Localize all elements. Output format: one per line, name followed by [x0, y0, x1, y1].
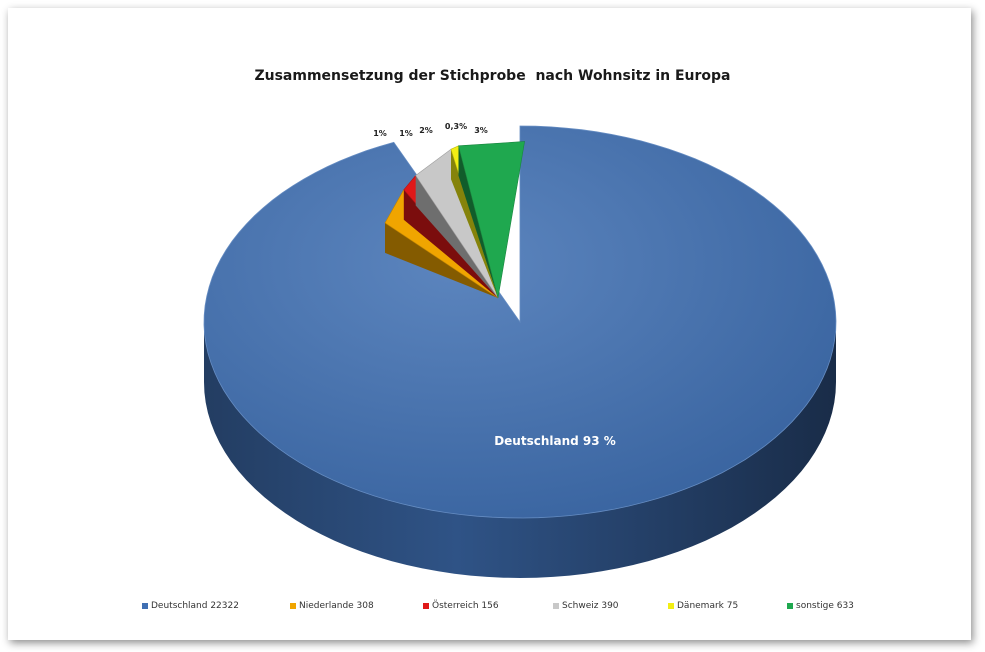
legend-swatch: [668, 603, 674, 609]
legend-item-niederlande: Niederlande 308: [290, 599, 374, 613]
legend-item-sonstige: sonstige 633: [787, 599, 854, 613]
legend-swatch: [142, 603, 148, 609]
legend-swatch: [553, 603, 559, 609]
legend-label: Schweiz 390: [562, 601, 619, 611]
legend-swatch: [290, 603, 296, 609]
legend-item-österreich: Österreich 156: [423, 599, 499, 613]
data-label-niederlande: 1%: [373, 129, 387, 138]
pie-slice-side-deutschland: [204, 322, 836, 578]
data-label-deutschland: Deutschland 93 %: [494, 434, 616, 448]
legend-label: Niederlande 308: [299, 601, 374, 611]
chart-title: Zusammensetzung der Stichprobe nach Wohn…: [254, 68, 731, 84]
legend-item-schweiz: Schweiz 390: [553, 599, 619, 613]
data-label-schweiz: 2%: [419, 126, 433, 135]
data-label-österreich: 1%: [399, 129, 413, 138]
pie-slice-sonstige: [458, 141, 525, 299]
legend-label: Österreich 156: [432, 601, 499, 611]
legend-label: Dänemark 75: [677, 601, 739, 611]
legend-label: Deutschland 22322: [151, 601, 239, 611]
legend-swatch: [423, 603, 429, 609]
legend-swatch: [787, 603, 793, 609]
legend-label: sonstige 633: [796, 601, 854, 611]
legend-item-deutschland: Deutschland 22322: [142, 599, 239, 613]
data-label-dänemark: 0,3%: [445, 122, 467, 131]
data-label-sonstige: 3%: [474, 126, 488, 135]
pie-slice-deutschland: [203, 125, 837, 519]
legend-item-dänemark: Dänemark 75: [668, 599, 738, 613]
